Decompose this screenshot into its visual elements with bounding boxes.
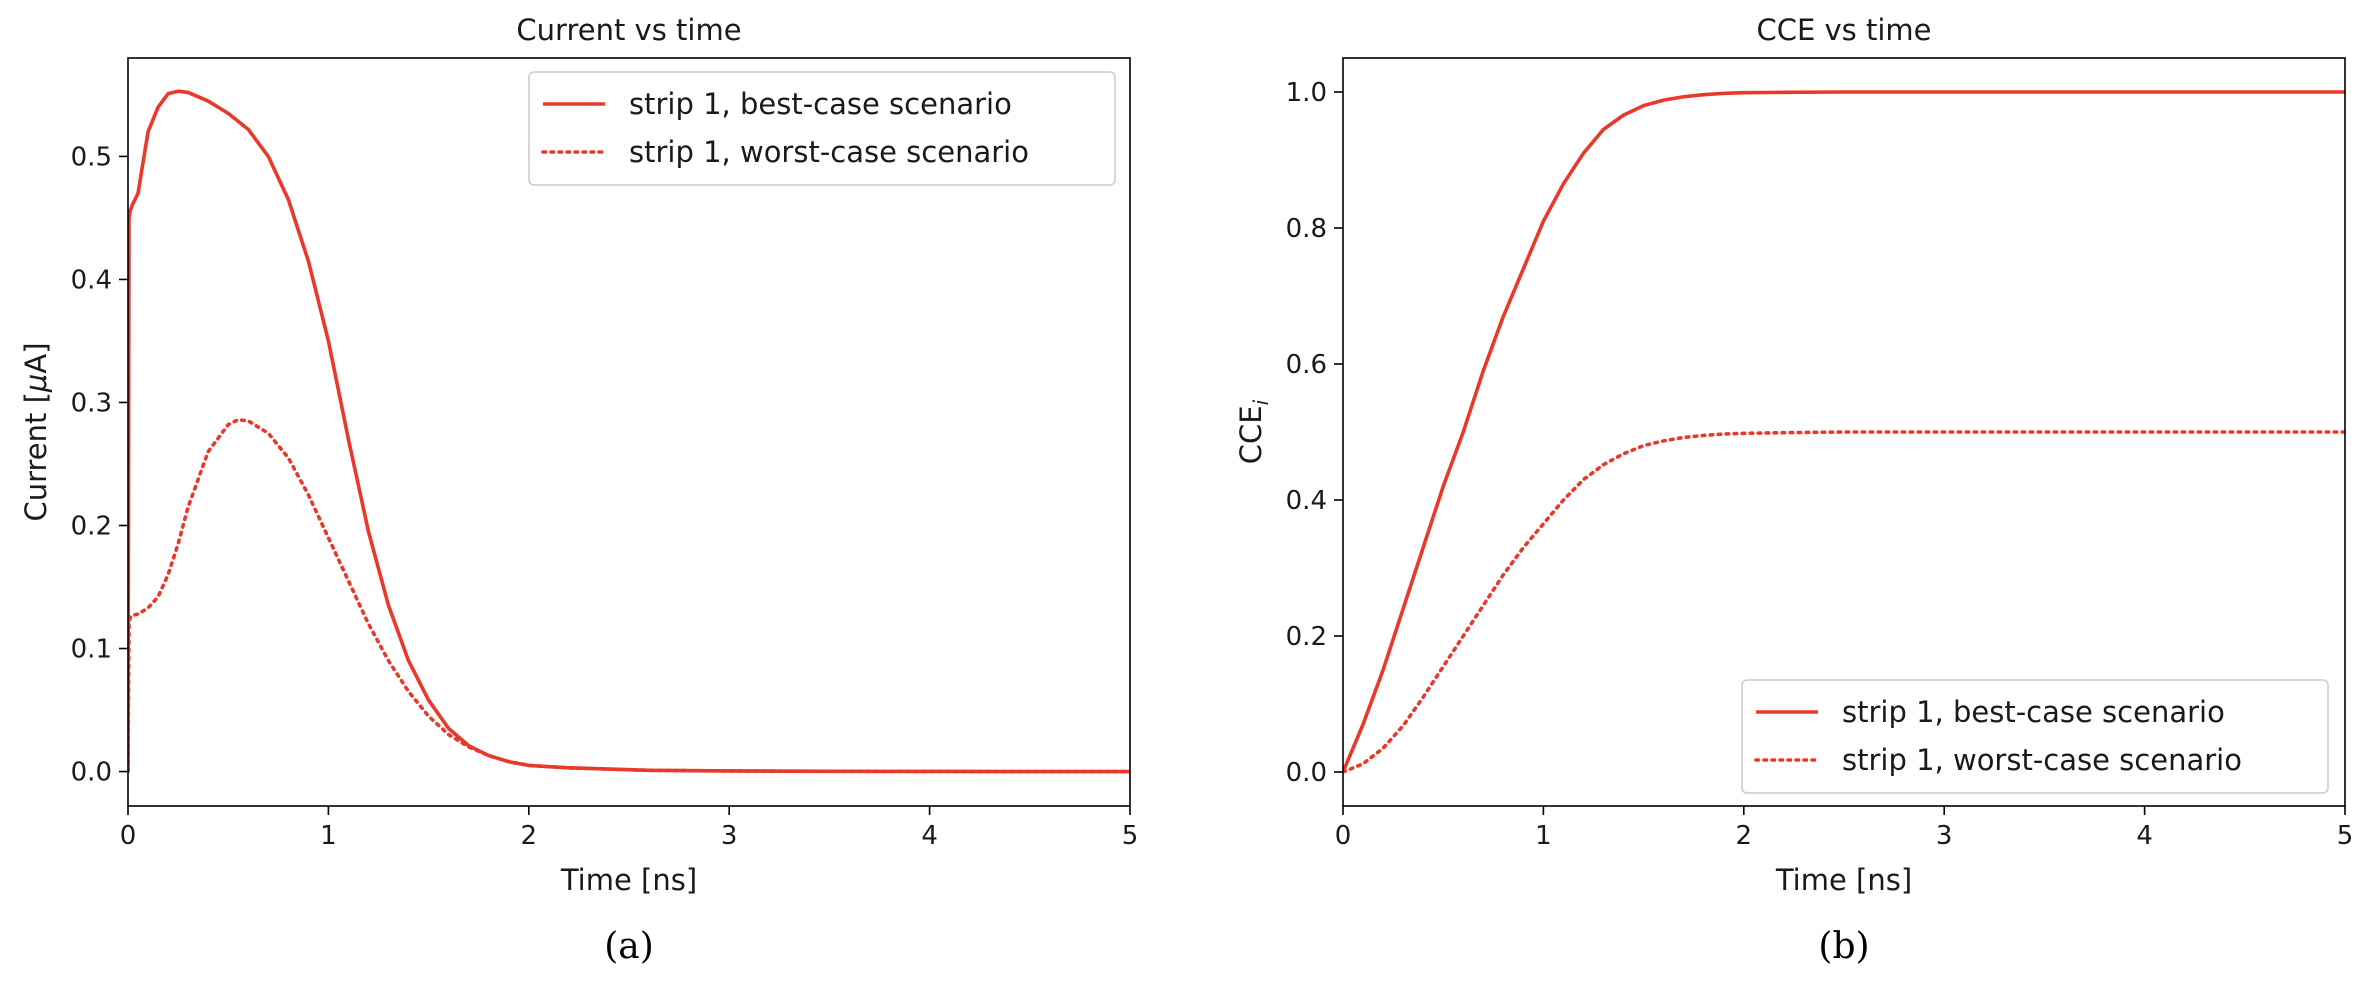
y-tick-label: 0.2 <box>71 512 112 542</box>
x-tick-label: 3 <box>1936 821 1953 851</box>
legend-label: strip 1, worst-case scenario <box>1842 743 2242 777</box>
series-line-best-case <box>1343 90 2345 773</box>
plot-frame <box>1342 57 2346 807</box>
x-tick-label: 0 <box>1335 821 1352 851</box>
y-tick-label: 0.5 <box>71 142 112 172</box>
y-axis-label-suffix: A] <box>19 342 53 373</box>
panel-caption: (b) <box>1818 926 1869 967</box>
chart-panel-2: 0 1 2 3 4 5 0.0 0.2 0.4 0.6 0.8 1.0 CCE vs time Time … <box>1234 13 2353 967</box>
x-tick-label: 1 <box>1535 821 1552 851</box>
y-tick-label: 0.1 <box>71 635 112 665</box>
series-group <box>128 89 1130 774</box>
x-axis-label: Time [ns] <box>1775 863 1912 897</box>
legend-label: strip 1, best-case scenario <box>1842 695 2225 729</box>
y-tick-label: 0.4 <box>71 265 112 295</box>
y-axis-label-main: CCE <box>1234 405 1268 464</box>
x-tick-label: 1 <box>320 821 337 851</box>
x-tick-label: 2 <box>1736 821 1753 851</box>
series-line-best-case <box>128 89 1130 774</box>
legend-box <box>1741 679 2329 794</box>
series-group <box>1343 90 2345 774</box>
x-axis-label: Time [ns] <box>560 863 697 897</box>
y-tick-label: 0.2 <box>1286 622 1327 652</box>
x-tick-label: 4 <box>921 821 938 851</box>
chart-title: CCE vs time <box>1756 13 1931 47</box>
plot-frame <box>127 57 1131 807</box>
y-tick-label: 0.8 <box>1286 214 1327 244</box>
panel-caption: (a) <box>604 926 654 967</box>
x-tick-label: 4 <box>2136 821 2153 851</box>
chart-panel-1: 0 1 2 3 4 5 0.0 0.1 0.2 0.3 0.4 0.5 Current vs time T… <box>19 13 1138 967</box>
x-tick-label: 2 <box>521 821 538 851</box>
y-axis-label-subscript: i <box>1249 399 1273 405</box>
y-tick-label: 0.6 <box>1286 350 1327 380</box>
x-tick-label: 5 <box>2337 821 2354 851</box>
series-line-worst-case <box>1343 430 2345 774</box>
legend-box <box>528 71 1116 186</box>
y-axis-label: CCEi <box>1234 399 1273 464</box>
legend: strip 1, best-case scenario strip 1, wors… <box>528 71 1116 186</box>
y-tick-label: 0.3 <box>71 388 112 418</box>
y-axis-label-greek: μ <box>19 374 53 393</box>
series-line-worst-case <box>128 417 1130 774</box>
chart-title: Current vs time <box>516 13 741 47</box>
y-axis-label: Current [μA] <box>19 342 53 521</box>
y-tick-label: 0.0 <box>1286 758 1327 788</box>
y-tick-label: 0.0 <box>71 758 112 788</box>
x-tick-label: 5 <box>1122 821 1139 851</box>
x-tick-label: 0 <box>120 821 137 851</box>
y-tick-label: 0.4 <box>1286 486 1327 516</box>
legend: strip 1, best-case scenario strip 1, wors… <box>1741 679 2329 794</box>
legend-label: strip 1, best-case scenario <box>629 87 1012 121</box>
x-tick-label: 3 <box>721 821 738 851</box>
y-axis-label-prefix: Current [ <box>19 392 53 521</box>
legend-label: strip 1, worst-case scenario <box>629 135 1029 169</box>
y-tick-label: 1.0 <box>1286 78 1327 108</box>
